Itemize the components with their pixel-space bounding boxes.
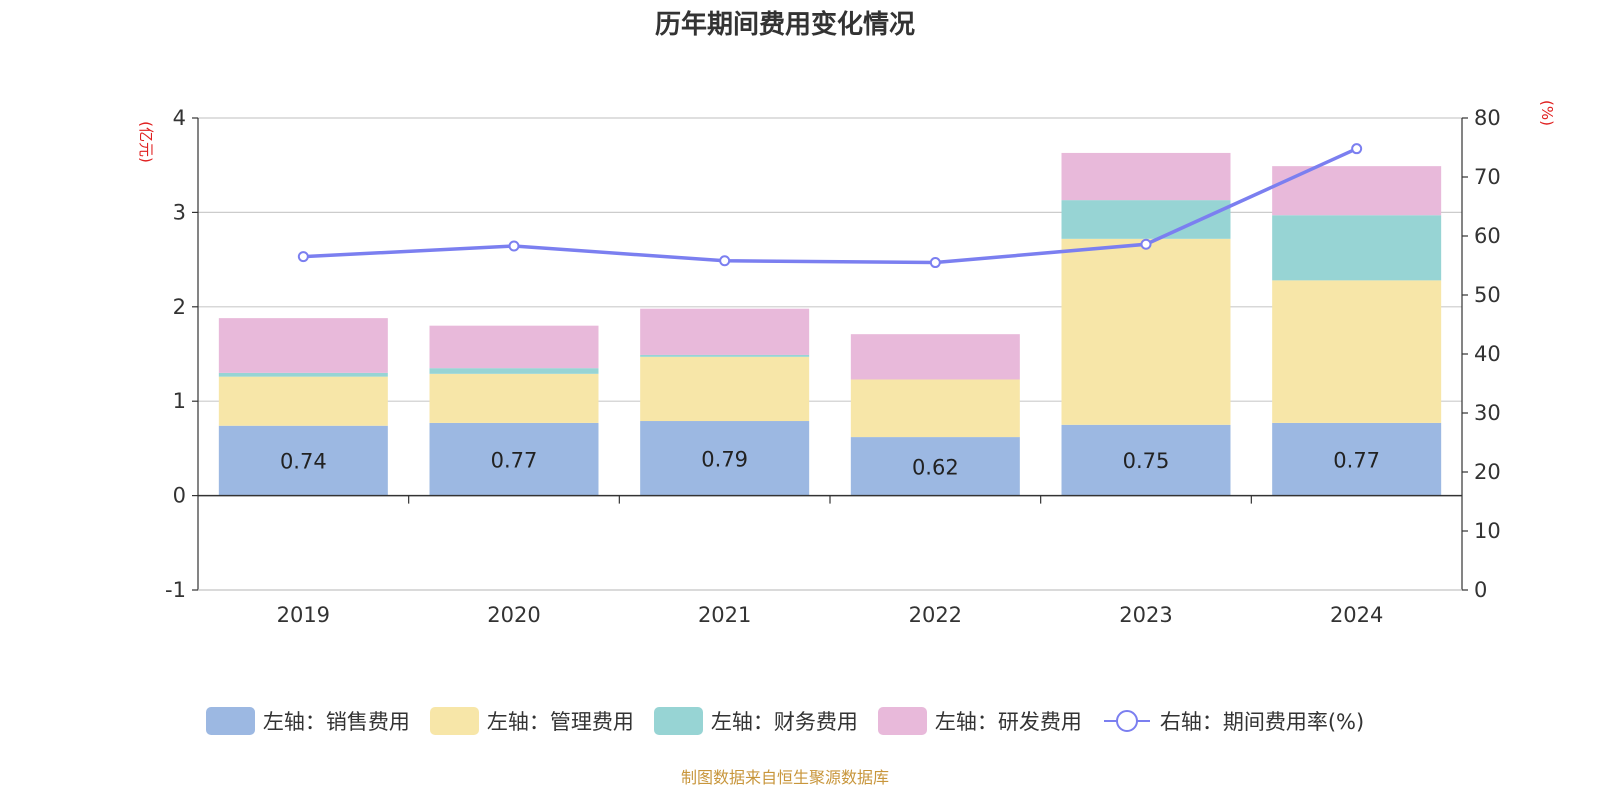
rate-point bbox=[719, 255, 731, 267]
right-axis-tick-label: 10 bbox=[1474, 519, 1501, 543]
bar-2020-series-3 bbox=[429, 368, 599, 374]
data-labels: 0.74 0.77 0.79 0.62 0.75 0.77 bbox=[280, 447, 1380, 479]
bar-2021-series-4 bbox=[640, 308, 810, 355]
right-axis-unit: (%) bbox=[1538, 100, 1556, 126]
bar-value-label: 0.77 bbox=[1333, 448, 1380, 472]
bar-2020-series-4 bbox=[429, 325, 599, 369]
bar-2020-series-1 bbox=[429, 422, 599, 496]
bar-2021-series-2 bbox=[640, 356, 810, 422]
bar-value-label: 0.75 bbox=[1123, 449, 1170, 473]
legend-swatch bbox=[653, 707, 703, 735]
left-axis-tick-label: 0 bbox=[173, 484, 186, 508]
legend-item-5[interactable]: 右轴：期间费用率(%) bbox=[1102, 706, 1364, 736]
legend-label: 右轴：期间费用率(%) bbox=[1159, 710, 1365, 734]
bar-2019-series-3 bbox=[218, 372, 388, 377]
bar-2019-series-2 bbox=[218, 376, 388, 426]
legend-item-4[interactable]: 左轴：研发费用 bbox=[877, 706, 1082, 736]
bar-2019-series-4 bbox=[218, 318, 388, 373]
bar-2024-series-1 bbox=[1272, 422, 1442, 496]
legend-line-circle bbox=[1115, 710, 1138, 732]
legend-label: 左轴：研发费用 bbox=[934, 710, 1082, 734]
bar-2023-series-1 bbox=[1061, 424, 1231, 496]
bar-2020-series-2 bbox=[429, 373, 599, 423]
rate-line bbox=[297, 143, 1363, 269]
right-axis-tick-label: 40 bbox=[1474, 342, 1501, 366]
rate-line-path bbox=[303, 147, 1358, 265]
bar-value-label: 0.74 bbox=[280, 450, 327, 474]
bar-value-label: 0.77 bbox=[491, 448, 538, 472]
bar-2023-series-3 bbox=[1061, 200, 1231, 239]
right-axis-tick-label: 80 bbox=[1474, 106, 1501, 130]
bar-2022-series-4 bbox=[850, 334, 1020, 380]
left-axis-tick-label: 4 bbox=[173, 106, 186, 130]
rate-point bbox=[297, 251, 309, 263]
legend-label: 左轴：管理费用 bbox=[486, 710, 634, 734]
bar-2024-series-3 bbox=[1272, 215, 1442, 281]
rate-point bbox=[929, 257, 941, 269]
legend-swatch bbox=[205, 707, 255, 735]
x-axis-tick-label: 2020 bbox=[487, 603, 540, 627]
bar-value-label: 0.79 bbox=[701, 447, 748, 471]
legend-item-2[interactable]: 左轴：管理费用 bbox=[429, 706, 634, 736]
left-axis-tick-label: 3 bbox=[173, 200, 186, 224]
bar-2023-series-2 bbox=[1061, 238, 1231, 425]
x-axis-tick-label: 2021 bbox=[698, 603, 751, 627]
bars bbox=[218, 152, 1442, 496]
bar-2021-series-1 bbox=[640, 421, 810, 496]
right-axis-tick-label: 60 bbox=[1474, 224, 1501, 248]
bar-2021-series-3 bbox=[640, 354, 810, 357]
right-axis-tick-label: 0 bbox=[1474, 578, 1487, 602]
rate-point bbox=[1140, 238, 1152, 250]
bar-value-label: 0.62 bbox=[912, 455, 959, 479]
x-axis-tick-label: 2022 bbox=[909, 603, 962, 627]
legend: 左轴：销售费用 左轴：管理费用 左轴：财务费用 左轴：研发费用 右轴：期间费用率(%) bbox=[0, 706, 1570, 736]
left-axis-unit: (亿元) bbox=[137, 121, 155, 163]
legend-label: 左轴：财务费用 bbox=[710, 710, 858, 734]
legend-swatch bbox=[429, 707, 479, 735]
legend-swatch bbox=[877, 707, 927, 735]
legend-item-3[interactable]: 左轴：财务费用 bbox=[653, 706, 858, 736]
rate-point bbox=[1351, 143, 1363, 155]
x-axis-tick-label: 2023 bbox=[1119, 603, 1172, 627]
right-axis-tick-label: 30 bbox=[1474, 401, 1501, 425]
legend-line-marker-icon bbox=[1103, 710, 1150, 732]
source-footer: 制图数据来自恒生聚源数据库 bbox=[680, 768, 889, 787]
x-axis-tick-label: 2019 bbox=[277, 603, 330, 627]
bar-2023-series-4 bbox=[1061, 152, 1231, 201]
chart-title: 历年期间费用变化情况 bbox=[654, 10, 915, 40]
bar-2024-series-2 bbox=[1272, 280, 1442, 423]
right-axis-tick-label: 20 bbox=[1474, 460, 1501, 484]
bar-2024-series-4 bbox=[1272, 166, 1442, 216]
left-axis-tick-label: -1 bbox=[165, 578, 186, 602]
bar-2022-series-2 bbox=[850, 379, 1020, 438]
right-axis-tick-label: 50 bbox=[1474, 283, 1501, 307]
right-axis-tick-label: 70 bbox=[1474, 165, 1501, 189]
left-axis-tick-label: 1 bbox=[173, 389, 186, 413]
bar-2019-series-1 bbox=[218, 425, 388, 496]
legend-item-1[interactable]: 左轴：销售费用 bbox=[205, 706, 410, 736]
x-axis-tick-label: 2024 bbox=[1330, 603, 1383, 627]
rate-point bbox=[508, 240, 520, 252]
left-axis-tick-label: 2 bbox=[173, 295, 186, 319]
bar-2022-series-1 bbox=[850, 437, 1020, 496]
legend-label: 左轴：销售费用 bbox=[262, 710, 410, 734]
